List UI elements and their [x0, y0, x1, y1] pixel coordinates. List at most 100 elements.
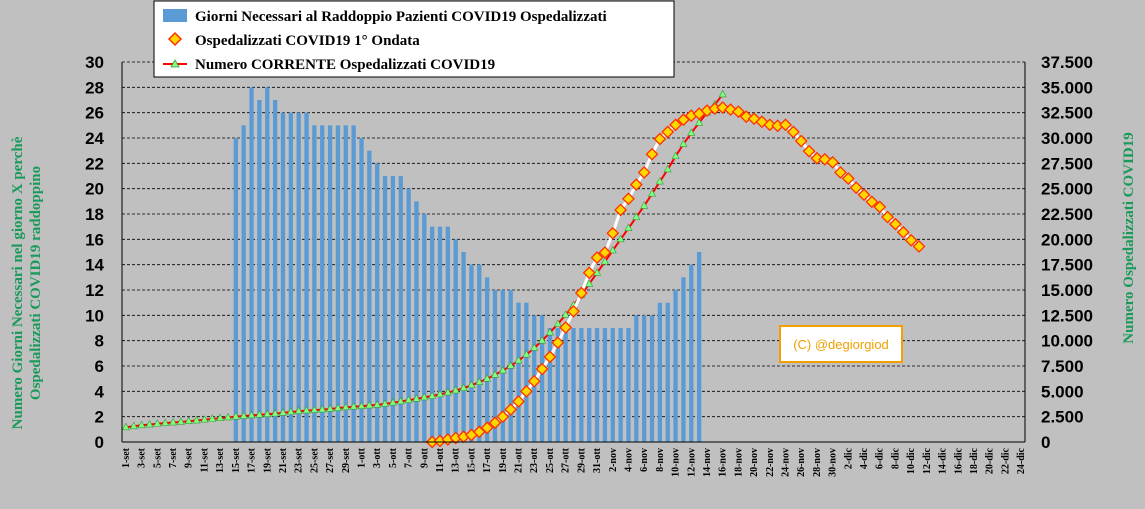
x-tick-label: 1-ott [356, 447, 367, 468]
y-right-tick-label: 0 [1041, 433, 1050, 452]
x-tick-label: 17-ott [482, 447, 493, 473]
x-tick-label: 3-set [137, 447, 148, 468]
x-tick-label: 5-ott [388, 447, 399, 468]
y-left-axis-title-line1: Numero Giorni Necessari nel giorno X per… [10, 136, 26, 429]
x-tick-label: 9-ott [419, 447, 430, 468]
x-tick-label: 19-ott [498, 447, 509, 473]
y-right-tick-label: 15.000 [1041, 281, 1093, 300]
first-wave-point [786, 125, 800, 139]
bar [696, 252, 702, 442]
current-point [451, 385, 460, 394]
bar [492, 290, 498, 442]
first-wave-point [653, 132, 667, 146]
current-point [459, 383, 468, 391]
current-point [239, 411, 248, 419]
current-point [648, 189, 657, 197]
bar [390, 176, 396, 442]
x-tick-label: 9-set [184, 447, 195, 468]
bar [579, 328, 584, 442]
first-wave-point [543, 350, 557, 364]
y-left-tick-label: 2 [95, 408, 104, 427]
x-tick-label: 2-dic [843, 447, 854, 469]
bar [351, 125, 356, 442]
first-wave-point [622, 192, 635, 206]
bar [642, 315, 647, 442]
current-point [718, 89, 727, 98]
bar [257, 100, 262, 442]
x-tick-label: 13-ott [451, 447, 462, 473]
bar [555, 328, 560, 442]
x-tick-label: 21-ott [514, 447, 525, 473]
axes [121, 62, 1026, 443]
x-axis-ticks: 1-set 3-set 5-set 7-set 9-set 11-set 13-set 15-… [121, 447, 1027, 477]
y-right-tick-label: 5.000 [1041, 382, 1084, 401]
first-wave-point [912, 240, 926, 253]
bar [304, 112, 309, 443]
credit-label: (C) @degiorgiod [779, 325, 903, 363]
first-wave-point [480, 421, 494, 435]
x-tick-label: 16-nov [718, 448, 729, 477]
bar [422, 214, 427, 442]
first-wave-point [865, 195, 879, 209]
bar [657, 302, 663, 442]
y-right-tick-label: 7.500 [1041, 357, 1084, 376]
line-series-first-wave [425, 101, 926, 449]
current-point [585, 279, 594, 287]
current-point [200, 415, 209, 423]
x-tick-label: 22-nov [765, 448, 776, 477]
bar [539, 315, 545, 442]
x-tick-label: 2-nov [608, 448, 619, 472]
x-tick-label: 11-set [199, 447, 210, 472]
current-point [553, 319, 562, 327]
bar [241, 125, 246, 442]
bar [437, 226, 443, 442]
current-point [616, 234, 625, 243]
bar [634, 315, 639, 442]
bar [571, 328, 576, 442]
legend-label-first-wave: Ospedalizzati COVID19 1° Ondata [195, 33, 420, 49]
first-wave-point [779, 118, 792, 132]
current-point [600, 256, 609, 265]
current-point [404, 395, 413, 403]
current-point [294, 406, 303, 414]
first-wave-point [645, 147, 659, 161]
first-wave-point [590, 251, 604, 264]
current-point [545, 327, 554, 336]
first-wave-point [826, 155, 840, 169]
y-right-axis-title: Numero Ospedalizzati COVID19 [1121, 132, 1137, 343]
first-wave-point [504, 403, 518, 416]
x-tick-label: 14-dic [938, 447, 949, 474]
x-tick-label: 15-ott [466, 447, 477, 473]
first-wave-point [881, 210, 895, 224]
current-point [593, 268, 602, 276]
y-left-tick-label: 4 [95, 382, 105, 401]
current-point [247, 410, 256, 419]
bar [430, 226, 435, 442]
x-tick-label: 5-set [152, 447, 163, 468]
bar [265, 87, 270, 442]
current-point [381, 399, 390, 407]
bar [649, 315, 655, 442]
x-tick-label: 19-set [262, 447, 273, 473]
y-right-tick-label: 37.500 [1041, 53, 1093, 72]
first-wave-point [810, 151, 824, 165]
x-tick-label: 7-ott [404, 447, 415, 468]
y-left-tick-label: 8 [95, 332, 104, 351]
bar [320, 125, 325, 442]
bar [406, 188, 411, 442]
bar [524, 302, 529, 442]
bar [453, 239, 458, 442]
current-point [388, 398, 397, 406]
x-tick-label: 20-nov [749, 448, 760, 477]
bar [547, 328, 553, 442]
x-tick-label: 29-ott [576, 447, 587, 473]
y-left-tick-label: 12 [85, 281, 104, 300]
bar [445, 226, 451, 442]
y-left-tick-label: 22 [85, 154, 104, 173]
current-point [286, 407, 295, 415]
first-wave-point [763, 118, 777, 132]
current-point [373, 400, 382, 408]
first-wave-point [519, 384, 533, 398]
y-right-tick-label: 25.000 [1041, 180, 1093, 199]
